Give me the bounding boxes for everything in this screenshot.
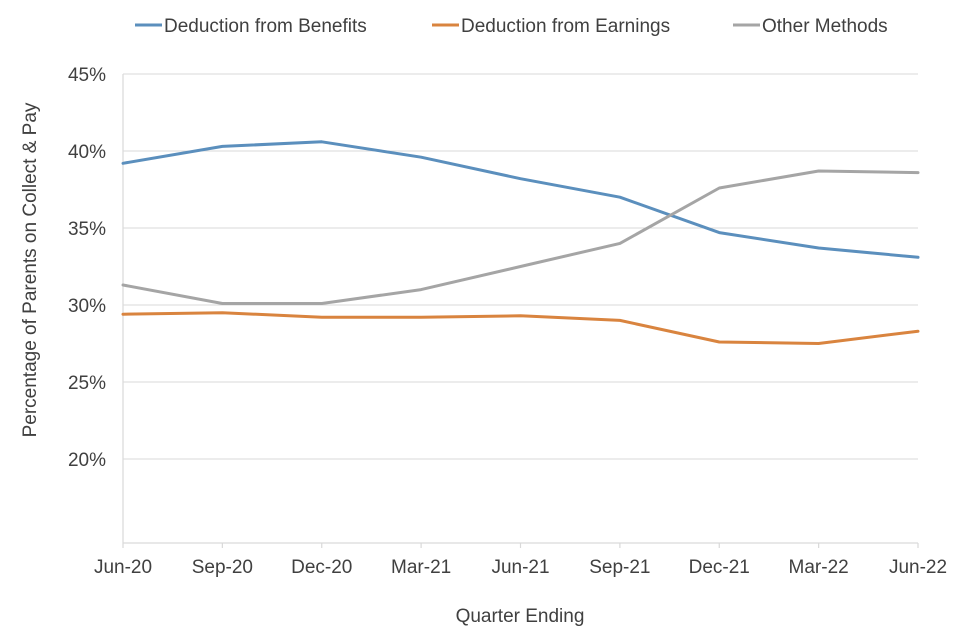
y-tick-label: 25% <box>68 373 106 394</box>
y-tick-label: 20% <box>68 450 106 471</box>
x-tick-label: Mar-21 <box>391 557 451 578</box>
y-tick-label: 40% <box>68 142 106 163</box>
series-line-deduction-from-earnings <box>121 311 920 345</box>
x-tick-label: Dec-20 <box>291 557 352 578</box>
legend: Deduction from Benefits Deduction from Ea… <box>135 16 888 37</box>
x-tick-label: Sep-20 <box>192 557 253 578</box>
x-tick-label: Jun-20 <box>94 557 152 578</box>
series-line-deduction-from-benefits <box>121 140 920 259</box>
y-tick-label: 35% <box>68 219 106 240</box>
legend-item: Deduction from Benefits <box>135 16 367 37</box>
x-tick-label: Jun-21 <box>491 557 549 578</box>
x-tick-label: Jun-22 <box>889 557 947 578</box>
x-axis: Jun-20 Sep-20 Dec-20 Mar-21 Jun-21 Sep-21 Dec-… <box>94 542 947 578</box>
y-tick-label: 30% <box>68 296 106 317</box>
legend-item: Deduction from Earnings <box>432 16 670 37</box>
series-line-other-methods <box>121 169 920 305</box>
x-axis-title: Quarter Ending <box>456 606 585 627</box>
x-tick-label: Mar-22 <box>789 557 849 578</box>
legend-label: Deduction from Earnings <box>461 16 670 37</box>
x-tick-label: Dec-21 <box>689 557 750 578</box>
y-axis-ticks: 20% 25% 30% 35% 40% 45% <box>68 65 106 471</box>
legend-label: Deduction from Benefits <box>164 16 367 37</box>
series-lines <box>121 140 920 345</box>
legend-label: Other Methods <box>762 16 888 37</box>
x-tick-label: Sep-21 <box>589 557 650 578</box>
y-axis-title: Percentage of Parents on Collect & Pay <box>20 102 41 437</box>
legend-item: Other Methods <box>733 16 888 37</box>
y-tick-label: 45% <box>68 65 106 86</box>
